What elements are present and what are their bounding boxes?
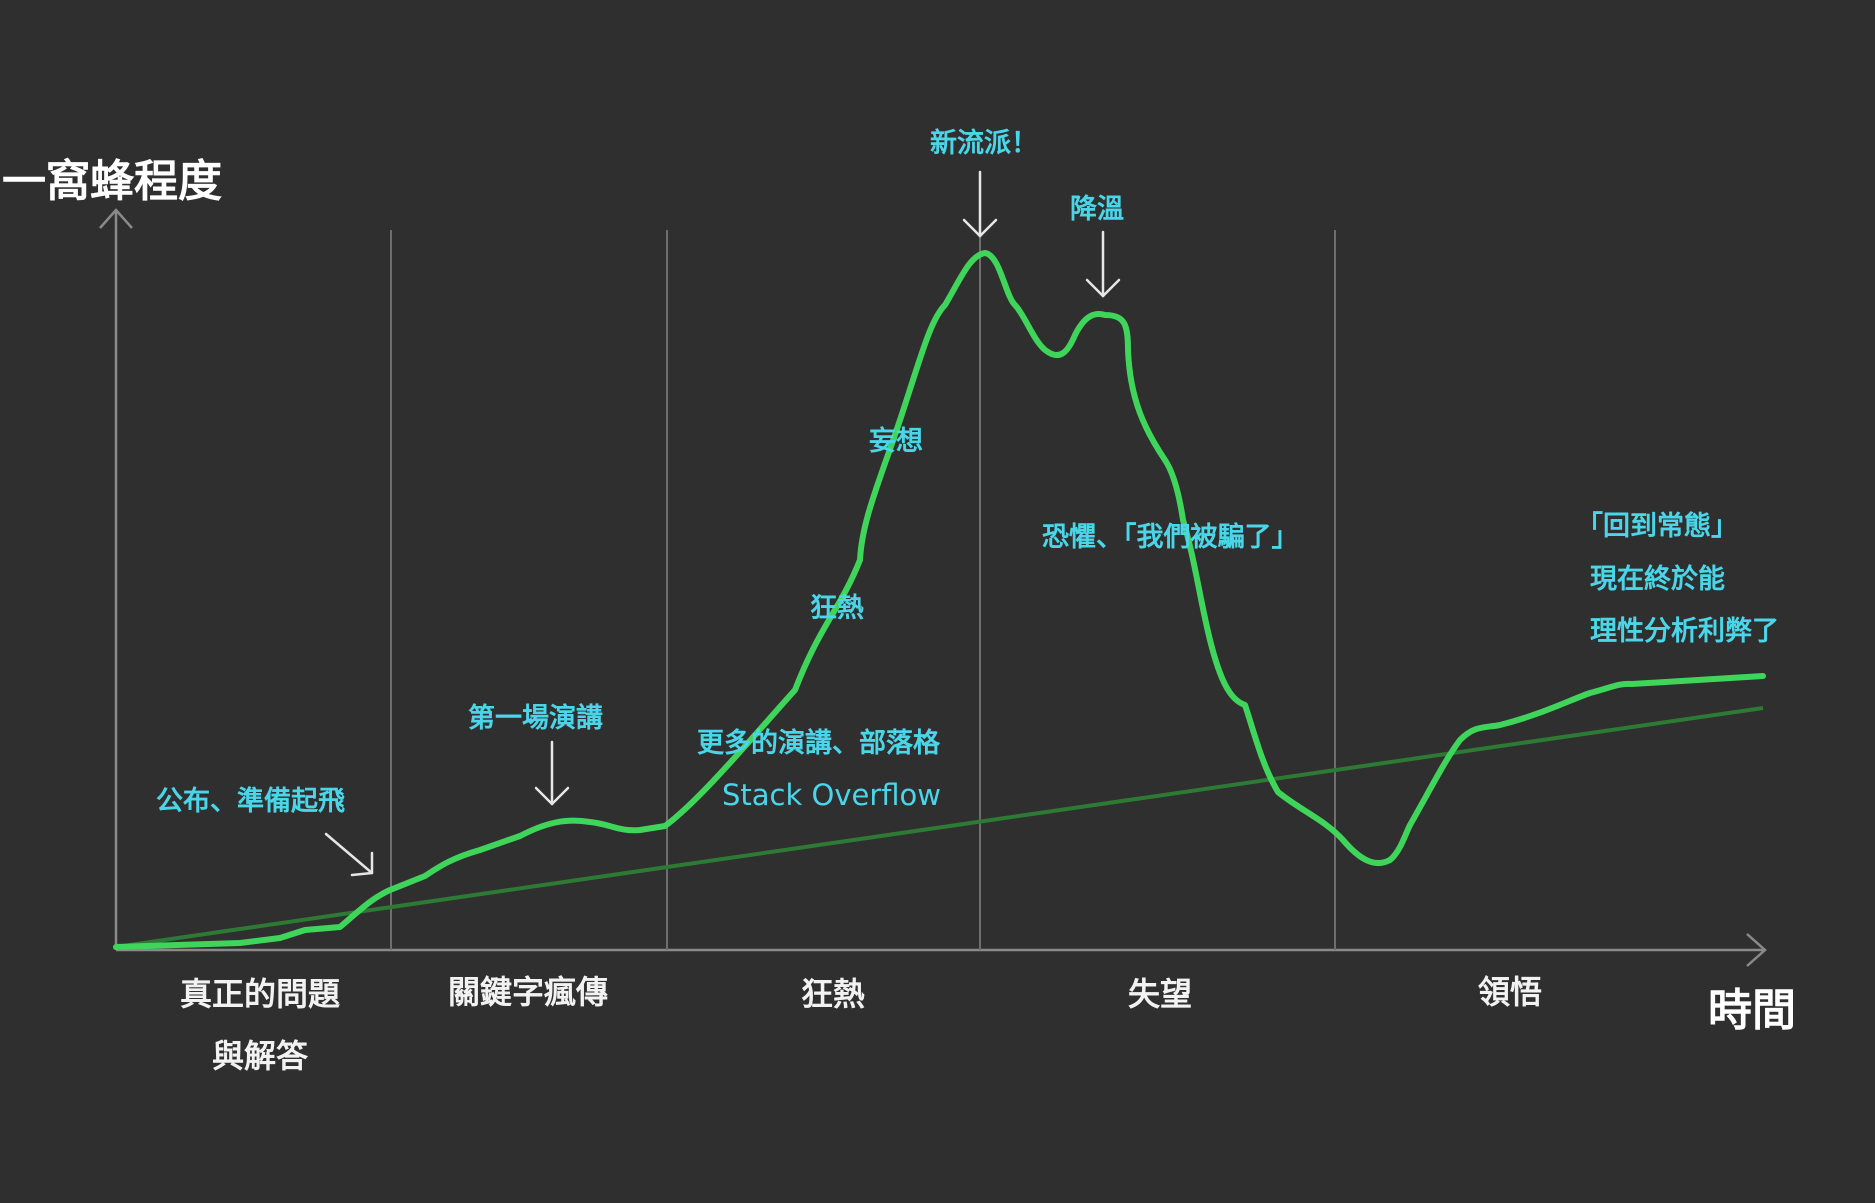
- cooling-pointer-arrow: [1085, 230, 1121, 298]
- phase-label-buzzword: 關鍵字瘋傳: [448, 973, 608, 1011]
- annotation-delusion: 妄想: [869, 425, 923, 457]
- x-axis-arrow: [1746, 933, 1767, 967]
- phase-labels: 真正的問題 與解答 關鍵字瘋傳 狂熱 失望 領悟: [180, 973, 1542, 1075]
- first-talk-pointer-arrow: [534, 740, 570, 806]
- phase-label-enlightenment: 領悟: [1478, 973, 1542, 1011]
- phase-label-disappointment: 失望: [1128, 975, 1192, 1013]
- annotation-cooling: 降溫: [1070, 194, 1124, 225]
- phase-label-real-problem-line-1: 真正的問題: [180, 975, 340, 1013]
- annotation-first-talk: 第一場演講: [468, 702, 603, 734]
- annotation-normal-line-2: 現在終於能: [1590, 563, 1725, 595]
- annotation-stack-overflow: Stack Overflow: [722, 778, 941, 812]
- annotation-normal-line-1: 「回到常態」: [1576, 510, 1738, 542]
- annotation-more-talks: 更多的演講、部落格: [697, 727, 941, 759]
- phase-dividers: [390, 230, 1336, 950]
- launch-pointer-arrow: [324, 832, 374, 877]
- phase-label-real-problem-line-2: 與解答: [212, 1037, 309, 1075]
- curve-annotations: 公布、準備起飛 第一場演講 更多的演講、部落格 Stack Overflow 狂…: [156, 127, 1779, 817]
- annotation-frenzy: 狂熱: [810, 593, 864, 624]
- annotation-new-school: 新流派！: [930, 127, 1038, 159]
- annotation-fear: 恐懼、「我們被騙了」: [1042, 521, 1299, 553]
- phase-label-frenzy: 狂熱: [801, 975, 865, 1013]
- annotation-launch: 公布、準備起飛: [156, 785, 345, 817]
- y-axis-arrow: [99, 208, 133, 229]
- new-school-pointer-arrow: [962, 170, 998, 238]
- pointer-arrows: [324, 170, 1121, 877]
- y-axis-title: 一窩蜂程度: [2, 156, 222, 207]
- trend-line: [115, 706, 1764, 949]
- x-axis-title: 時間: [1708, 985, 1796, 1036]
- annotation-normal-line-3: 理性分析利弊了: [1590, 615, 1779, 647]
- hype-curve: [113, 250, 1766, 950]
